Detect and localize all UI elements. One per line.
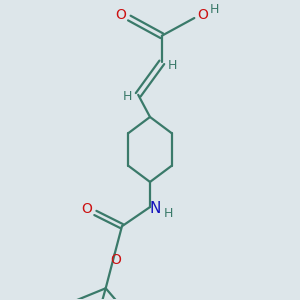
Text: N: N — [150, 201, 161, 216]
Text: O: O — [111, 253, 122, 267]
Text: H: H — [123, 90, 133, 103]
Text: O: O — [115, 8, 126, 22]
Text: H: H — [164, 207, 173, 220]
Text: O: O — [197, 8, 208, 22]
Text: H: H — [210, 3, 219, 16]
Text: O: O — [81, 202, 92, 216]
Text: H: H — [167, 59, 177, 72]
